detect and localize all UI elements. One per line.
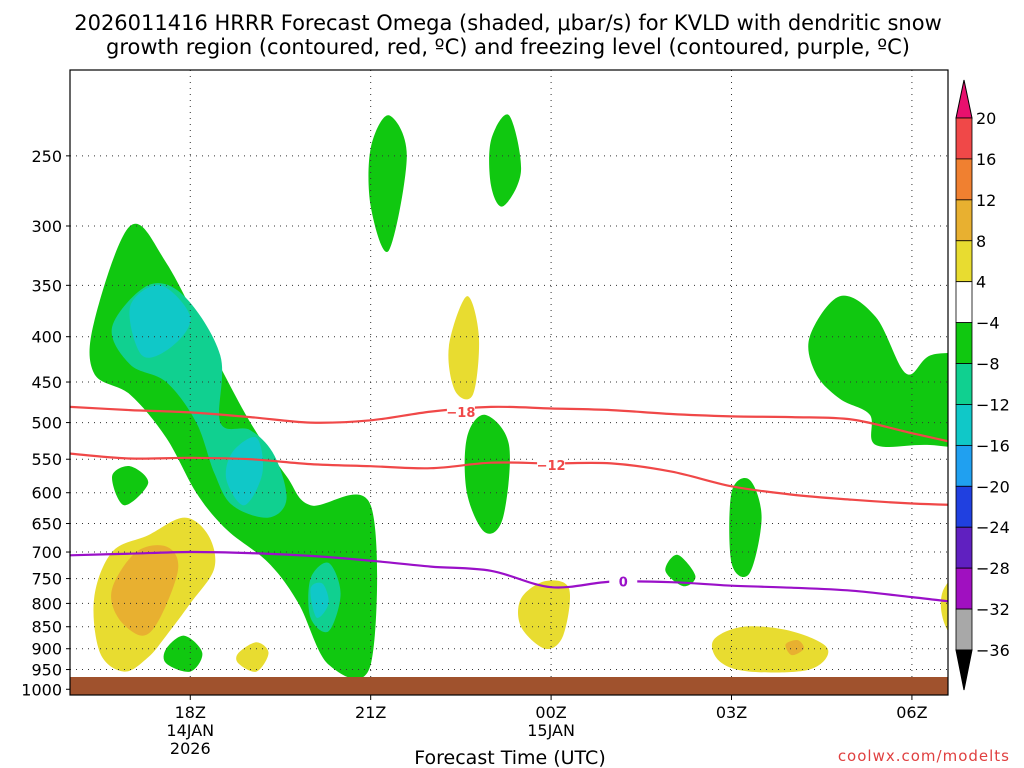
- colorbar-segment-2: [955, 199, 973, 242]
- dotted-grid: [70, 70, 948, 695]
- omega-region-plus4: [236, 642, 269, 672]
- contour-line-0: [70, 405, 948, 443]
- colorbar-segment-0: [955, 117, 973, 160]
- contour-line-1: [70, 452, 948, 506]
- x-tick-label-24-1: 15JAN: [527, 721, 575, 740]
- omega-shaded-regions: [89, 114, 948, 680]
- y-tick-label-450: 450: [31, 373, 62, 392]
- time-axis: 18Z14JAN202621Z00Z15JAN03Z06Z09Z: [166, 695, 928, 758]
- colorbar-segment-6: [955, 363, 973, 405]
- isotherm-contours: −18 −12 0: [70, 405, 948, 603]
- y-tick-label-550: 550: [31, 450, 62, 469]
- ground-below-surface: [70, 677, 948, 695]
- colorbar-label-11: −28: [976, 559, 1010, 578]
- colorbar-label-7: −12: [976, 395, 1010, 414]
- omega-region-plus4: [940, 582, 948, 632]
- x-axis-label: Forecast Time (UTC): [414, 747, 605, 768]
- colorbar-label-4: 4: [976, 273, 986, 292]
- colorbar-segment-9: [955, 485, 973, 528]
- omega-region-minus12: [225, 437, 264, 506]
- x-tick-label-18-0: 18Z: [175, 703, 206, 722]
- y-tick-label-800: 800: [31, 594, 62, 613]
- colorbar-label-10: −24: [976, 518, 1010, 537]
- omega-region-plus8: [111, 545, 179, 636]
- colorbar-bottom-arrow: [955, 649, 973, 691]
- omega-region-minus4: [163, 635, 203, 672]
- colorbar-label-0: 20: [976, 109, 996, 128]
- credit-text: coolwx.com/modelts: [838, 747, 1010, 765]
- y-tick-label-250: 250: [31, 147, 62, 166]
- x-tick-label-27-0: 03Z: [716, 703, 747, 722]
- omega-region-minus4: [729, 478, 762, 578]
- y-tick-label-950: 950: [31, 661, 62, 680]
- colorbar-label-12: −32: [976, 600, 1010, 619]
- omega-region-minus12: [129, 285, 191, 358]
- omega-region-minus4: [368, 115, 407, 253]
- colorbar-segment-12: [955, 608, 973, 651]
- omega-region-minus4: [464, 414, 510, 534]
- colorbar-segment-3: [955, 240, 973, 283]
- omega-region-minus4: [112, 466, 149, 506]
- omega-region-plus4: [448, 296, 480, 400]
- chart-title-line-1: 2026011416 HRRR Forecast Omega (shaded, …: [74, 11, 942, 35]
- x-tick-label-24-0: 00Z: [535, 703, 566, 722]
- contour-label-0: −18: [446, 406, 475, 421]
- omega-region-minus4: [489, 114, 522, 207]
- contour-label-2: 0: [619, 576, 628, 591]
- y-tick-label-300: 300: [31, 217, 62, 236]
- x-tick-label-18-2: 2026: [170, 739, 211, 758]
- x-tick-label-21-0: 21Z: [355, 703, 386, 722]
- contour-label-bg-2: [609, 574, 638, 589]
- contour-label-bg-0: [446, 405, 475, 420]
- colorbar-label-2: 12: [976, 191, 996, 210]
- colorbar-segment-11: [955, 567, 973, 610]
- colorbar-label-9: −20: [976, 477, 1010, 496]
- omega-region-minus4: [808, 295, 948, 447]
- y-tick-label-1000: 1000: [21, 680, 62, 699]
- y-tick-label-500: 500: [31, 414, 62, 433]
- omega-region-minus4: [665, 554, 696, 587]
- omega-colorbar: 20 16 12 8 4 −4 −8 −12 −16 −20 −24 −28 −32 −36: [955, 79, 1010, 691]
- colorbar-label-6: −8: [976, 355, 1000, 374]
- y-tick-label-600: 600: [31, 484, 62, 503]
- omega-region-plus8: [785, 639, 804, 656]
- y-tick-label-700: 700: [31, 543, 62, 562]
- chart-title-line-2: growth region (contoured, red, ºC) and f…: [106, 35, 910, 59]
- omega-region-plus4: [711, 626, 829, 673]
- colorbar-segment-7: [955, 404, 973, 446]
- colorbar-segment-10: [955, 526, 973, 569]
- colorbar-top-arrow: [955, 79, 973, 119]
- y-tick-label-350: 350: [31, 276, 62, 295]
- y-tick-label-850: 850: [31, 618, 62, 637]
- colorbar-label-1: 16: [976, 150, 996, 169]
- omega-region-minus12: [310, 582, 329, 618]
- colorbar-segment-1: [955, 158, 973, 201]
- x-tick-label-18-1: 14JAN: [166, 721, 214, 740]
- y-tick-label-750: 750: [31, 570, 62, 589]
- y-tick-label-900: 900: [31, 640, 62, 659]
- colorbar-segment-4: [955, 281, 973, 324]
- x-tick-label-30-0: 06Z: [896, 703, 927, 722]
- colorbar-label-13: −36: [976, 641, 1010, 660]
- y-tick-label-650: 650: [31, 515, 62, 534]
- omega-region-plus4: [518, 580, 571, 649]
- colorbar-label-8: −16: [976, 436, 1010, 455]
- contour-label-1: −12: [537, 459, 566, 474]
- contour-label-bg-1: [537, 458, 566, 473]
- pressure-axis: 250 300 350 400 450 500 550 600 650 700 750 800 850 9…: [21, 147, 70, 699]
- colorbar-label-3: 8: [976, 232, 986, 251]
- colorbar-segment-8: [955, 444, 973, 487]
- colorbar-label-5: −4: [976, 314, 1000, 333]
- y-tick-label-400: 400: [31, 328, 62, 347]
- colorbar-segment-5: [955, 322, 973, 364]
